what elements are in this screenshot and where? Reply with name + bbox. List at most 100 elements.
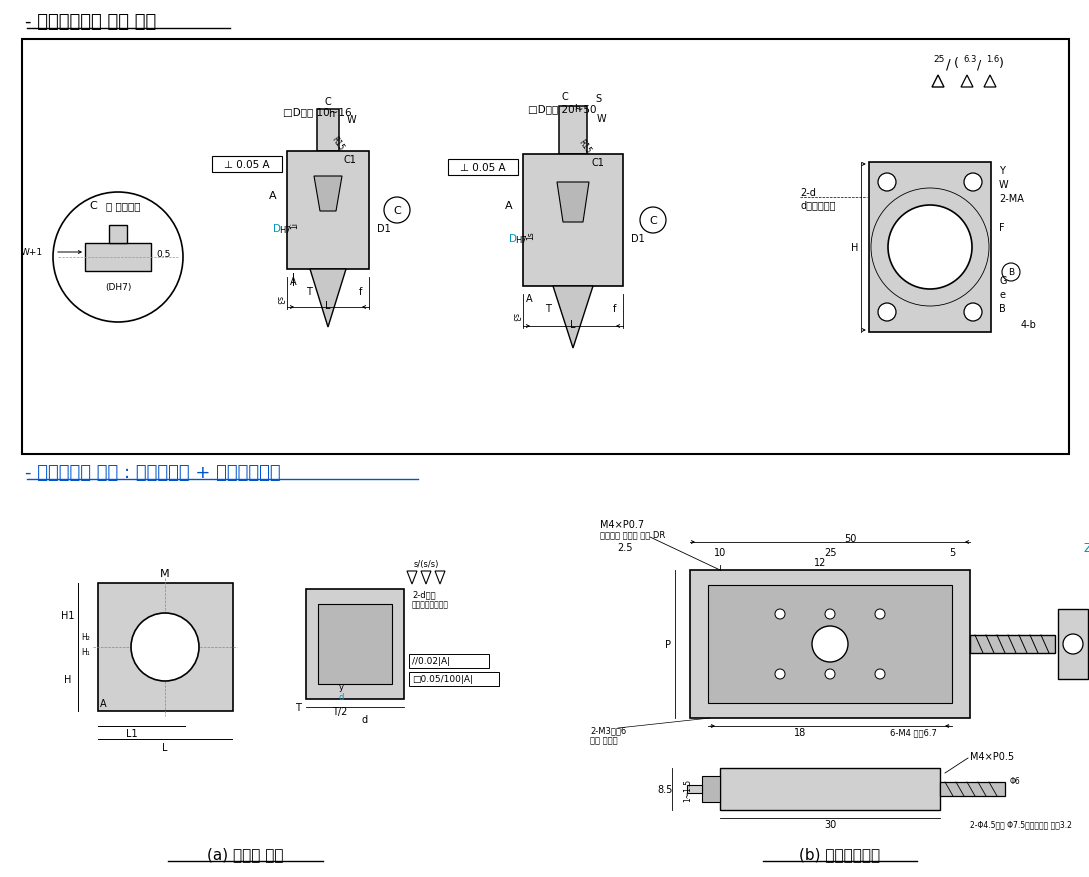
Text: 4-b: 4-b [1021, 319, 1037, 330]
Text: 25: 25 [823, 547, 836, 558]
Text: M4×P0.5: M4×P0.5 [970, 751, 1014, 761]
Text: 1s: 1s [526, 232, 536, 240]
Bar [687, 785, 702, 793]
Text: 2-d드릴: 2-d드릴 [412, 590, 436, 599]
Bar [318, 604, 392, 684]
Text: Φ6: Φ6 [1010, 777, 1020, 786]
Bar [287, 152, 369, 270]
Text: f: f [613, 303, 616, 314]
Bar [702, 776, 720, 802]
Text: W: W [999, 180, 1008, 189]
Bar [523, 155, 623, 287]
Text: h: h [328, 109, 334, 119]
Bar [970, 635, 1055, 653]
Circle shape [131, 613, 199, 681]
Text: 조정 삽입용: 조정 삽입용 [590, 736, 617, 745]
Text: H₂: H₂ [82, 633, 90, 642]
Polygon shape [314, 177, 342, 211]
Text: s/(s/s): s/(s/s) [414, 560, 439, 569]
Text: T: T [546, 303, 551, 314]
Text: 30: 30 [824, 819, 836, 829]
Text: B: B [999, 303, 1006, 314]
Text: 나사들어 여구형 구멘 DR: 나사들어 여구형 구멘 DR [600, 530, 665, 538]
Text: L: L [162, 742, 168, 752]
Text: G: G [999, 275, 1006, 286]
Text: C1: C1 [343, 155, 356, 165]
Bar [212, 157, 282, 173]
Text: 2-d: 2-d [800, 188, 816, 198]
Circle shape [825, 669, 835, 679]
Text: C: C [325, 96, 331, 107]
Text: 수카운터보어같이: 수카운터보어같이 [412, 600, 449, 609]
Bar [409, 673, 499, 686]
Bar [22, 40, 1069, 454]
Text: 18: 18 [794, 727, 806, 738]
Text: W+1: W+1 [21, 248, 42, 257]
Text: - 프로브고정형 홀더 스펙: - 프로브고정형 홀더 스펙 [25, 13, 156, 31]
Text: y: y [339, 682, 343, 692]
Bar [869, 163, 991, 332]
Text: /: / [946, 58, 951, 72]
Text: 12: 12 [813, 558, 827, 567]
Text: - 정밀조정형 센서 : 프로브홀더 + 정밀스테이지: - 정밀조정형 센서 : 프로브홀더 + 정밀스테이지 [25, 463, 281, 481]
Text: M4×P0.7: M4×P0.7 [600, 519, 644, 530]
Text: ⊥ 0.05 A: ⊥ 0.05 A [224, 160, 270, 170]
Text: H₁: H₁ [82, 648, 90, 657]
Polygon shape [310, 270, 346, 328]
Text: H7: H7 [515, 236, 527, 246]
Text: W: W [346, 115, 356, 125]
Text: 1~1.5: 1~1.5 [684, 778, 693, 801]
Text: (DH7): (DH7) [105, 283, 131, 292]
Text: /: / [977, 59, 981, 71]
Bar [317, 110, 339, 152]
Text: D1: D1 [631, 234, 645, 244]
Text: □D치수 20~50: □D치수 20~50 [528, 103, 597, 114]
Text: d: d [339, 693, 344, 702]
Text: (: ( [954, 56, 959, 69]
Bar [85, 244, 151, 272]
Text: (a) 프로브 홀더: (a) 프로브 홀더 [207, 846, 283, 861]
Bar [720, 768, 940, 810]
Text: 부 확대그림: 부 확대그림 [106, 201, 140, 210]
Text: Z ±5: Z ±5 [1085, 542, 1089, 555]
Text: 1i: 1i [291, 222, 299, 229]
Text: L1: L1 [126, 728, 138, 738]
Text: W: W [596, 114, 605, 124]
Text: 2-M3길이6: 2-M3길이6 [590, 725, 626, 735]
Text: A: A [526, 294, 533, 303]
Text: T: T [306, 287, 311, 296]
Text: 25: 25 [933, 55, 944, 64]
Text: D: D [273, 224, 281, 234]
Polygon shape [556, 182, 589, 223]
Text: P: P [665, 639, 671, 649]
Bar [306, 589, 404, 699]
Text: 0.5: 0.5 [156, 250, 170, 260]
Circle shape [878, 303, 896, 322]
Text: □D치수 10~16: □D치수 10~16 [283, 107, 352, 117]
Text: 8.5: 8.5 [658, 784, 673, 794]
Circle shape [964, 303, 982, 322]
Bar [98, 583, 233, 711]
Circle shape [812, 626, 848, 662]
Text: f: f [359, 287, 363, 296]
Bar [708, 585, 952, 703]
Text: 6-M4 길이6.7: 6-M4 길이6.7 [890, 728, 937, 737]
Text: e: e [999, 289, 1005, 300]
Text: (b) 정밀스테이지: (b) 정밀스테이지 [799, 846, 881, 861]
Text: d: d [362, 714, 368, 724]
Bar [940, 782, 1005, 796]
Text: H7: H7 [279, 226, 291, 235]
Circle shape [964, 174, 982, 192]
Circle shape [888, 206, 972, 289]
Text: 2.5: 2.5 [617, 542, 633, 553]
Text: s3: s3 [274, 296, 283, 304]
Bar [1059, 610, 1088, 679]
Text: s3: s3 [511, 312, 519, 321]
Text: A: A [290, 276, 296, 287]
Text: A: A [100, 698, 107, 709]
Text: R15: R15 [577, 138, 594, 155]
Text: H1: H1 [61, 610, 75, 620]
Text: C: C [562, 92, 568, 102]
Bar [690, 570, 970, 718]
Circle shape [874, 610, 885, 619]
